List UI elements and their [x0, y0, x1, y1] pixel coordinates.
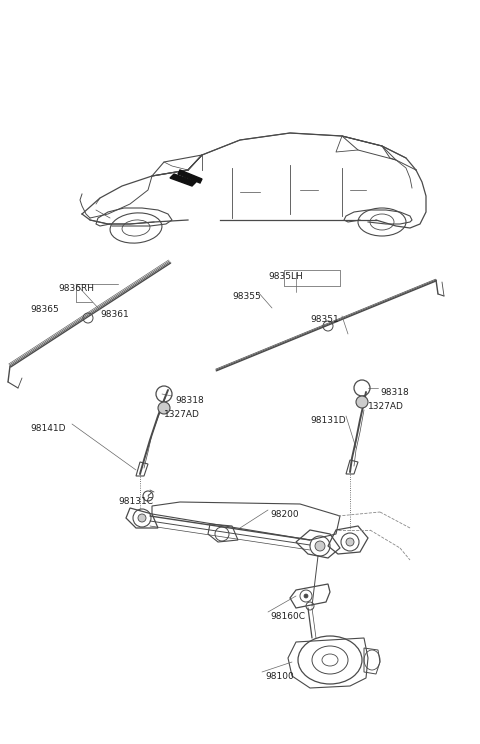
Circle shape: [138, 514, 146, 522]
Circle shape: [304, 594, 308, 598]
Circle shape: [315, 541, 325, 551]
Polygon shape: [170, 174, 196, 186]
Text: 98100: 98100: [265, 672, 294, 681]
Text: 98200: 98200: [270, 510, 299, 519]
Text: 98318: 98318: [175, 396, 204, 405]
Text: 98318: 98318: [380, 388, 409, 397]
Circle shape: [158, 402, 170, 414]
Text: 98365: 98365: [30, 305, 59, 314]
Circle shape: [356, 396, 368, 408]
Text: 98131D: 98131D: [310, 416, 346, 425]
Text: 1327AD: 1327AD: [164, 410, 200, 419]
Polygon shape: [178, 170, 202, 183]
Text: 98355: 98355: [232, 292, 261, 301]
Text: 98361: 98361: [100, 310, 129, 319]
Text: 98131C: 98131C: [118, 497, 153, 506]
Text: 98141D: 98141D: [30, 424, 65, 433]
Text: 9836RH: 9836RH: [58, 284, 94, 293]
Text: 98351: 98351: [310, 315, 339, 324]
Text: 9835LH: 9835LH: [268, 272, 303, 281]
Circle shape: [346, 538, 354, 546]
Text: 1327AD: 1327AD: [368, 402, 404, 411]
Text: 98160C: 98160C: [270, 612, 305, 621]
